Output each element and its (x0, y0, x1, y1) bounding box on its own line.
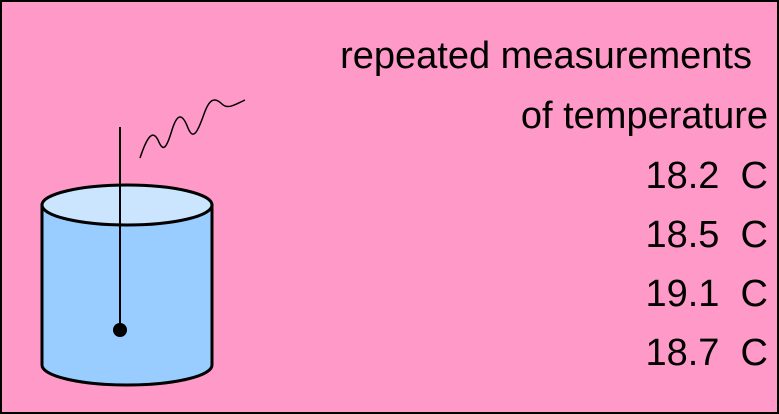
probe-tip (113, 323, 127, 337)
diagram: repeated measurements of temperature 18.2 … (0, 0, 779, 414)
measurement: 19.1 C (645, 273, 768, 315)
page: repeated measurements of temperature 18.2 … (0, 0, 779, 414)
measurement: 18.2 C (645, 155, 768, 197)
title-line: repeated measurements (340, 35, 752, 77)
cylinder-body (42, 205, 212, 385)
cylinder-top (42, 185, 212, 225)
title-line: of temperature (521, 95, 768, 137)
measurement: 18.5 C (645, 214, 768, 256)
measurement: 18.7 C (645, 332, 768, 374)
